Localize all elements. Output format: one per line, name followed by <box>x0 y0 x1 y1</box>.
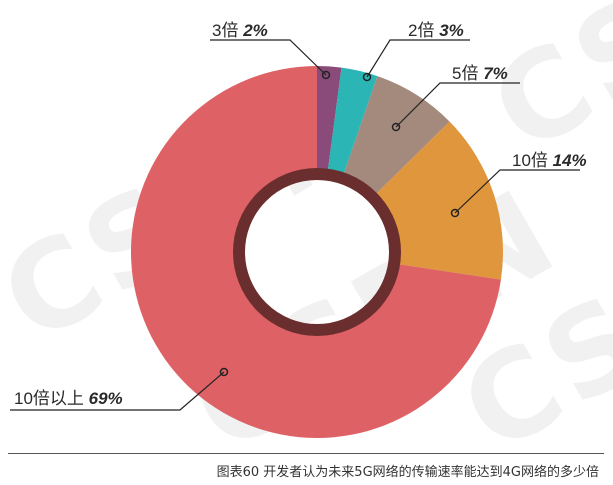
caption-divider <box>8 453 604 454</box>
leader-dot-2 <box>362 72 372 82</box>
pie-slice-2 <box>327 67 378 181</box>
pie-slice-1 <box>317 66 342 177</box>
slice-label-2: 2倍 3% <box>408 21 464 40</box>
slice-percent-label: 3% <box>439 21 464 40</box>
leader-dot-1 <box>321 70 331 80</box>
slice-category-label: 3倍 <box>212 21 243 40</box>
leader-dot-3 <box>391 122 401 132</box>
leader-line-1 <box>210 39 327 76</box>
slice-percent-label: 7% <box>483 64 508 83</box>
slice-category-label: 2倍 <box>408 21 439 40</box>
pie-slice-5 <box>131 66 501 439</box>
leader-line-2 <box>366 39 470 78</box>
slice-label-4: 10倍 14% <box>512 151 587 170</box>
slice-percent-label: 69% <box>89 389 123 408</box>
leader-line-3 <box>395 82 520 128</box>
pie-slice-4 <box>371 121 503 280</box>
leader-line-5 <box>10 371 225 411</box>
figure-caption: 图表60 开发者认为未来5G网络的传输速率能达到4G网络的多少倍 <box>216 465 599 480</box>
leader-line-4 <box>454 169 580 214</box>
pie-slice-3 <box>341 76 450 199</box>
leader-dot-4 <box>450 208 460 218</box>
slice-category-label: 10倍以上 <box>14 389 89 408</box>
slice-percent-label: 2% <box>242 21 268 40</box>
slice-percent-label: 14% <box>553 151 587 170</box>
inner-ring <box>233 168 401 336</box>
leader-dot-5 <box>219 367 229 377</box>
donut-chart: 3倍 2% 2倍 3% 5倍 7% 10倍 14% 10倍以上 69% <box>10 21 587 439</box>
slice-label-1: 3倍 2% <box>212 21 268 40</box>
slice-category-label: 5倍 <box>452 64 483 83</box>
slice-category-label: 10倍 <box>512 151 553 170</box>
slice-label-3: 5倍 7% <box>452 64 508 83</box>
slice-label-5: 10倍以上 69% <box>14 389 123 408</box>
